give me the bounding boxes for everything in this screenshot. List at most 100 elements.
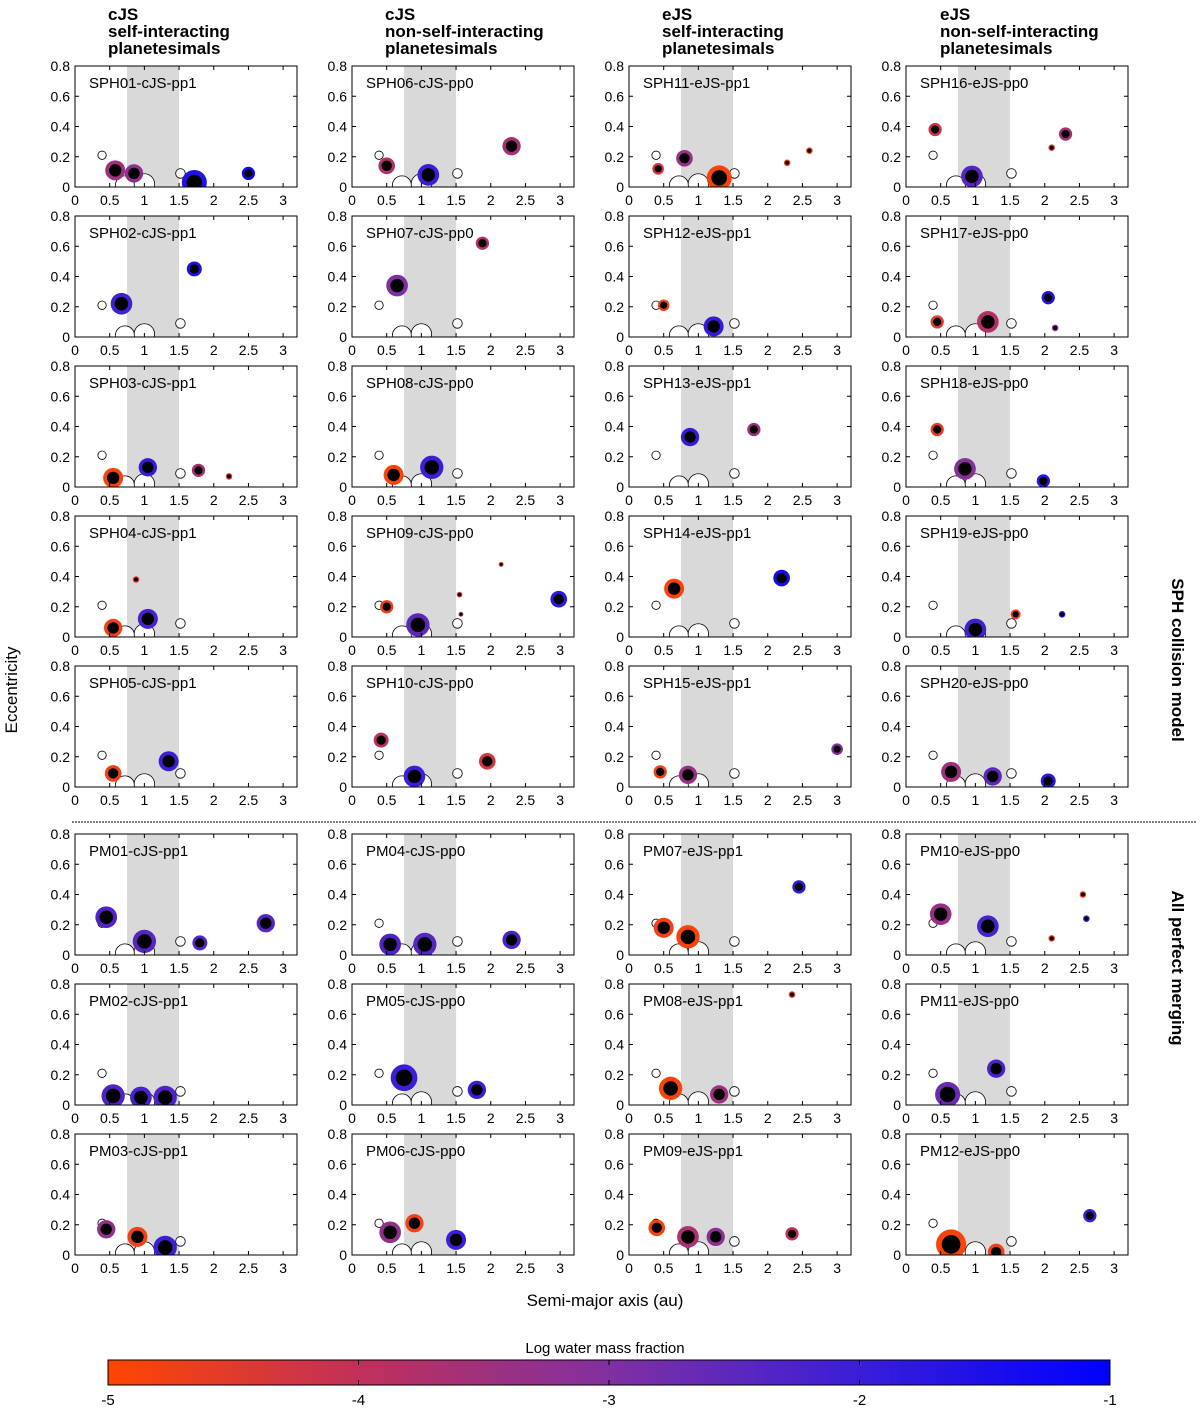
panel-SPH12-eJS-pp1: SPH12-eJS-pp1 0 0.2 0.4 0.6 0.8 0 0.5 1 1.5 2 2.5 3 [605,208,852,358]
planet-marker-core [383,1225,397,1240]
reference-planet-marker [97,450,107,460]
panel-plot-area [97,1134,186,1255]
reference-planet-marker [729,936,740,947]
x-tick-label: 2.5 [239,192,259,208]
y-tick-label: 0.8 [328,658,348,674]
y-tick-label: 0.4 [605,1037,625,1053]
x-tick-label: 1 [694,192,702,208]
y-tick-label: 0 [893,329,901,345]
planet-marker-core [457,592,462,597]
reference-planet-marker [452,768,463,779]
planet-marker-core [1060,612,1065,617]
panel-PM01-cJS-pp1: PM01-cJS-pp1 0 0.2 0.4 0.6 0.8 0 0.5 1 1.5 2 2.5 3 [51,826,298,976]
reference-planet-marker [175,318,186,329]
y-tick-label: 0.6 [51,388,71,404]
y-tick-label: 0 [616,779,624,795]
planet-marker-core [663,1081,678,1096]
planet-marker-core [656,767,665,776]
colorbar-tick-label: -5 [101,1392,114,1409]
colorbar-ticks: -5 -4 -3 -2 -1 [101,1360,1117,1409]
x-tick-label: 3 [833,642,841,658]
reference-planet-marker [729,468,740,479]
y-tick-label: 0 [62,947,70,963]
y-tick-label: 0.2 [605,299,625,315]
x-tick-label: 0.5 [654,642,674,658]
planet-marker-core [657,921,670,934]
column-header-4-line1: eJS [940,5,970,24]
y-tick-label: 0.4 [882,419,902,435]
y-tick-label: 0.4 [51,719,71,735]
planet-marker-core [424,460,440,475]
x-tick-label: 1 [971,192,979,208]
x-tick-label: 0.5 [100,492,120,508]
x-tick-label: 0 [625,642,633,658]
y-tick-label: 0.4 [51,419,71,435]
x-tick-label: 1 [694,1260,702,1276]
column-header-3-line1: eJS [662,5,692,24]
x-tick-label: 1 [971,792,979,808]
reference-planet-marker [97,600,107,610]
y-tick-label: 0.6 [51,238,71,254]
habitable-zone-band [958,66,1011,187]
x-tick-label: 3 [556,960,564,976]
planet-marker-core [382,602,391,611]
y-tick-label: 0.4 [882,1037,902,1053]
reference-planet-marker [97,300,107,310]
x-tick-label: 0 [625,1110,633,1126]
x-axis-label: Semi-major axis (au) [527,1291,684,1310]
x-tick-label: 1.5 [1000,792,1020,808]
x-tick-label: 3 [1110,342,1118,358]
x-tick-label: 0 [902,1110,910,1126]
reference-planet-marker [729,318,740,329]
x-tick-label: 3 [556,1260,564,1276]
habitable-zone-band [681,366,734,487]
y-tick-label: 0.8 [328,826,348,842]
planet-marker-core [939,1086,956,1103]
panel-SPH14-eJS-pp1: SPH14-eJS-pp1 0 0.2 0.4 0.6 0.8 0 0.5 1 1.5 2 2.5 3 [605,508,852,658]
planet-marker-core [141,612,155,626]
x-tick-label: 2 [1041,1110,1049,1126]
panel-label: SPH10-cJS-pp0 [366,675,474,692]
x-tick-label: 3 [556,792,564,808]
reference-planet-marker [651,1068,661,1078]
x-tick-label: 1 [694,960,702,976]
panel-SPH18-eJS-pp0: SPH18-eJS-pp0 0 0.2 0.4 0.6 0.8 0 0.5 1 1.5 2 2.5 3 [882,358,1129,508]
column-header-4-line2: non-self-interacting [940,22,1099,41]
x-tick-label: 0.5 [654,1260,674,1276]
panel-label: PM02-cJS-pp1 [89,993,188,1010]
planet-marker-core [186,174,203,187]
reference-planet-marker [651,150,661,160]
x-tick-label: 2.5 [516,492,536,508]
x-tick-label: 0.5 [100,792,120,808]
panel-plot-area [374,366,463,487]
planet-marker-core [408,1217,421,1229]
panel-label: PM12-eJS-pp0 [920,1143,1020,1160]
x-tick-label: 3 [279,642,287,658]
planet-marker-core [482,756,493,767]
x-tick-label: 2 [487,642,495,658]
x-tick-label: 3 [833,792,841,808]
panel-PM10-eJS-pp0: PM10-eJS-pp0 0 0.2 0.4 0.6 0.8 0 0.5 1 1.5 2 2.5 3 [882,826,1129,976]
x-tick-label: 1.5 [169,1110,189,1126]
y-tick-label: 0.8 [882,58,902,74]
x-tick-label: 2 [1041,192,1049,208]
x-tick-label: 1 [417,960,425,976]
panel-plot-area [374,66,521,187]
planet-marker-core [981,919,995,933]
x-tick-label: 0.5 [377,1110,397,1126]
panel-plot-area [651,984,796,1105]
row-label-pm: All perfect merging [1168,891,1187,1046]
x-tick-label: 1 [140,642,148,658]
reference-planet-marker [175,618,186,629]
reference-planet-marker [964,773,986,787]
reference-planet-marker [374,150,384,160]
panel-label: SPH05-cJS-pp1 [89,675,197,692]
y-tick-label: 0.2 [328,149,348,165]
panel-plot-area [374,216,490,337]
x-tick-label: 1 [971,1260,979,1276]
reference-planet-marker [410,323,432,337]
reference-planet-marker [374,1068,384,1078]
y-tick-label: 0.8 [51,1126,71,1142]
planet-marker-core [142,461,154,474]
